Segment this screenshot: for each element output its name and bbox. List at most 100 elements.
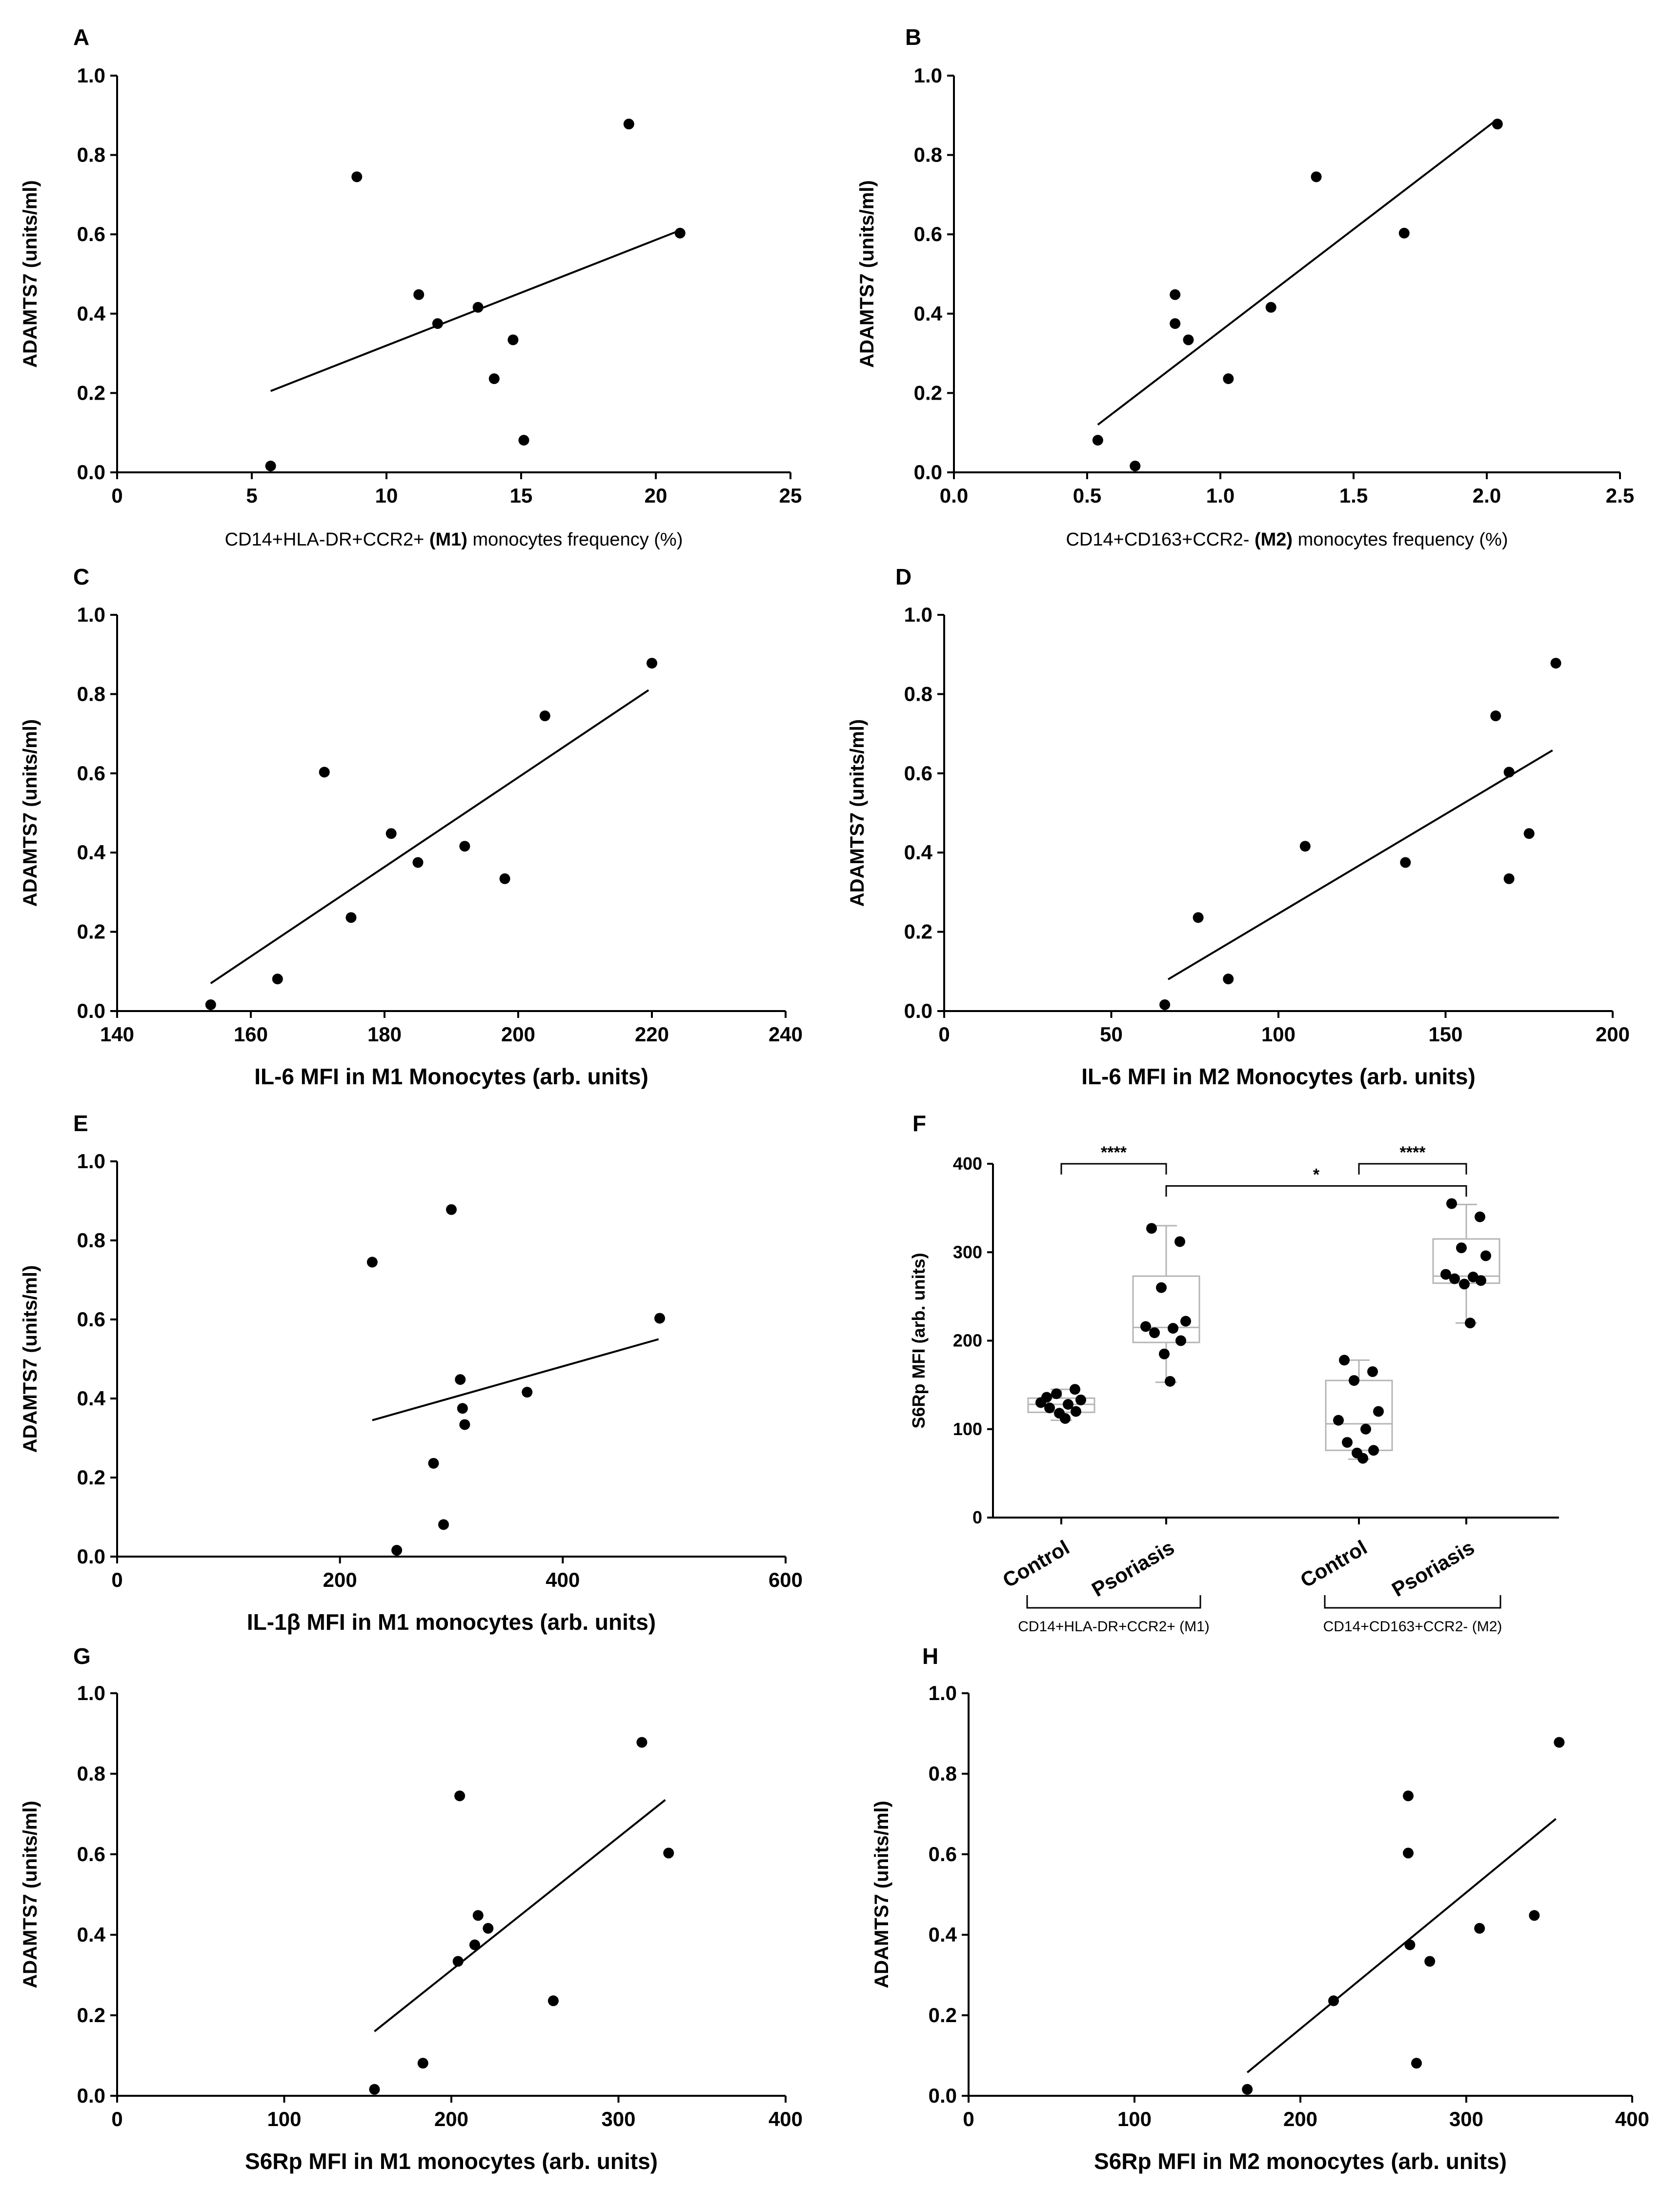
regression-line bbox=[374, 1799, 666, 2032]
box bbox=[1325, 1379, 1393, 1451]
data-point bbox=[1183, 334, 1194, 345]
y-tick-label: 0.6 bbox=[904, 762, 932, 785]
x-tick-label: 0 bbox=[111, 2108, 122, 2130]
data-point bbox=[1333, 1415, 1344, 1426]
y-tick-label: 0.6 bbox=[914, 223, 942, 245]
data-point bbox=[1492, 119, 1503, 130]
y-tick-label: 0.6 bbox=[77, 1843, 105, 1865]
data-point bbox=[1140, 1321, 1151, 1332]
x-tick-label: 20 bbox=[645, 484, 668, 507]
panel-letter: G bbox=[73, 1643, 91, 1669]
panel-h: H 0.0 0.2 0.4 0.6 0.8 1.0 0 100 200 300 400 ADAMTS7 … bbox=[871, 1643, 1649, 2174]
x-tick-label: 0 bbox=[111, 1568, 122, 1591]
panel-letter: C bbox=[73, 564, 89, 589]
data-point bbox=[455, 1374, 466, 1385]
significance-bracket bbox=[1358, 1163, 1467, 1175]
x-axis-title: S6Rp MFI in M2 monocytes (arb. units) bbox=[1094, 2148, 1507, 2174]
data-point bbox=[1503, 767, 1515, 778]
x-tick-label: 200 bbox=[434, 2108, 468, 2130]
data-point bbox=[1311, 171, 1322, 182]
y-tick-label: 1.0 bbox=[77, 64, 105, 87]
data-point bbox=[1159, 999, 1171, 1011]
x-tick-label: 300 bbox=[1449, 2108, 1483, 2130]
x-tick-label: 400 bbox=[769, 2108, 803, 2130]
y-tick-label: 300 bbox=[953, 1242, 982, 1262]
x-tick-label: 100 bbox=[267, 2108, 301, 2130]
x-tick-label: 0.5 bbox=[1073, 484, 1101, 507]
y-tick-label: 0.8 bbox=[77, 1762, 105, 1785]
data-point bbox=[1180, 1316, 1191, 1327]
data-point bbox=[1456, 1242, 1467, 1254]
panel-letter: D bbox=[895, 564, 911, 589]
x-tick-label: 0 bbox=[111, 484, 122, 507]
category-label: Psoriasis bbox=[1388, 1536, 1478, 1601]
data-point bbox=[1474, 1923, 1485, 1934]
data-point bbox=[446, 1204, 457, 1215]
significance-bracket bbox=[1165, 1185, 1467, 1197]
x-axis-title-part: monocytes frequency (%) bbox=[467, 529, 683, 550]
data-point bbox=[483, 1923, 494, 1934]
data-point bbox=[623, 119, 634, 130]
panel-d: D 0.0 0.2 0.4 0.6 0.8 1.0 0 50 100 150 200 ADAMTS7 (… bbox=[847, 564, 1630, 1089]
x-tick-label: 160 bbox=[234, 1023, 268, 1046]
x-tick-label: 140 bbox=[100, 1023, 134, 1046]
data-point bbox=[488, 373, 500, 385]
x-axis-title-part: (M2) bbox=[1255, 529, 1293, 550]
data-point bbox=[454, 1790, 466, 1802]
data-point bbox=[1165, 1376, 1175, 1387]
data-point bbox=[1174, 1236, 1185, 1247]
category-label: Control bbox=[999, 1536, 1073, 1592]
x-axis-title-part: (M1) bbox=[429, 529, 467, 550]
data-point bbox=[205, 999, 216, 1011]
y-tick-label: 200 bbox=[953, 1331, 982, 1351]
y-tick-label: 0.0 bbox=[914, 461, 942, 484]
y-axis-title: ADAMTS7 (units/ml) bbox=[856, 180, 878, 367]
x-tick-label: 1.5 bbox=[1339, 484, 1368, 507]
data-point bbox=[1550, 658, 1561, 669]
data-point bbox=[663, 1847, 674, 1859]
x-tick-label: 0.0 bbox=[940, 484, 968, 507]
data-point bbox=[1411, 2058, 1422, 2069]
x-tick-label: 100 bbox=[1261, 1023, 1295, 1046]
data-point bbox=[1146, 1223, 1157, 1234]
data-point bbox=[1051, 1388, 1062, 1399]
panel-b: B 0.0 0.2 0.4 0.6 0.8 1.0 0.0 0.5 1.0 1.5 2.0 2.5 ADA… bbox=[856, 24, 1634, 550]
data-point bbox=[647, 658, 657, 669]
data-point bbox=[428, 1458, 439, 1469]
panel-letter: B bbox=[905, 24, 921, 50]
y-tick-label: 0.2 bbox=[77, 1466, 105, 1489]
data-point bbox=[507, 334, 519, 345]
regression-line bbox=[1167, 749, 1553, 980]
data-point bbox=[1503, 873, 1515, 884]
data-point bbox=[1156, 1282, 1167, 1293]
data-point bbox=[1367, 1366, 1378, 1377]
y-tick-label: 0.4 bbox=[914, 302, 943, 325]
data-point bbox=[499, 873, 510, 884]
x-tick-label: 200 bbox=[1596, 1023, 1630, 1046]
group-label: CD14+HLA-DR+CCR2+ (M1) bbox=[1018, 1619, 1210, 1635]
y-tick-label: 1.0 bbox=[77, 1150, 105, 1173]
data-point bbox=[522, 1387, 533, 1398]
data-point bbox=[518, 435, 529, 446]
panel-e: E 0.0 0.2 0.4 0.6 0.8 1.0 0 200 400 600 ADAMTS7 (un… bbox=[20, 1111, 803, 1635]
y-tick-label: 0.2 bbox=[77, 920, 105, 943]
x-tick-label: 200 bbox=[323, 1568, 357, 1591]
y-tick-label: 0.8 bbox=[904, 682, 932, 705]
x-tick-label: 50 bbox=[1100, 1023, 1123, 1046]
data-point bbox=[351, 171, 363, 182]
y-tick-label: 0.0 bbox=[929, 2084, 957, 2107]
y-tick-label: 0.0 bbox=[904, 999, 932, 1022]
panel-f: F 0 100 200 300 400 S6Rp MFI (arb. units) Contr… bbox=[909, 1111, 1559, 1635]
category-label: Control bbox=[1296, 1536, 1371, 1592]
data-point bbox=[452, 1956, 464, 1967]
x-axis-title-part: CD14+CD163+CCR2- bbox=[1066, 529, 1255, 550]
data-point bbox=[413, 289, 425, 300]
data-point bbox=[1159, 1348, 1170, 1359]
y-tick-label: 0.2 bbox=[929, 2004, 957, 2027]
data-point bbox=[1475, 1211, 1485, 1222]
significance-bracket bbox=[1060, 1163, 1167, 1175]
x-axis-title-part: IL-1β MFI in M1 monocytes (arb. units) bbox=[247, 1609, 656, 1635]
data-point bbox=[1465, 1317, 1476, 1329]
y-tick-label: 0.4 bbox=[77, 841, 106, 864]
